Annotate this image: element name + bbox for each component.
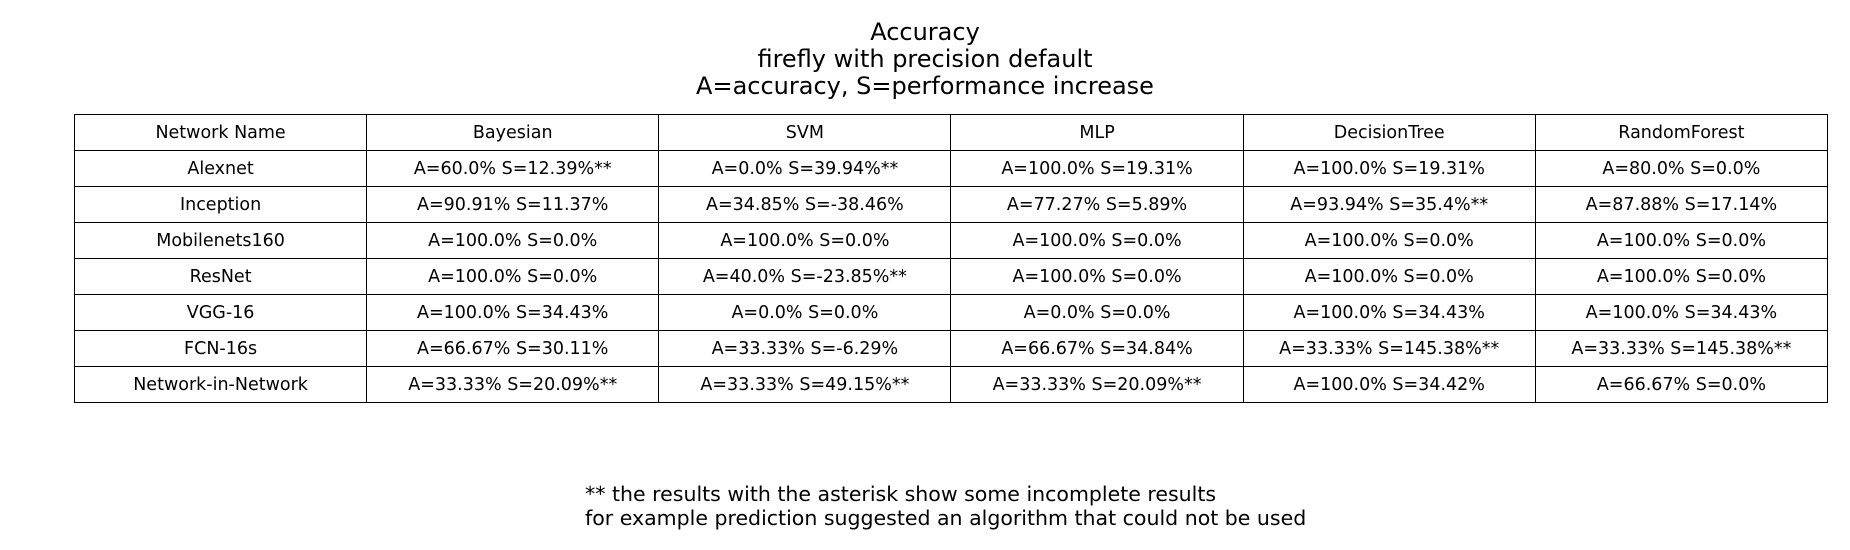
result-cell: A=100.0% S=0.0% <box>1534 222 1829 259</box>
result-cell: A=100.0% S=19.31% <box>1242 150 1536 187</box>
results-table: Network Name Bayesian SVM MLP DecisionTree Ra… <box>73 114 1829 403</box>
result-cell: A=77.27% S=5.89% <box>950 186 1244 223</box>
result-cell: A=60.0% S=12.39%** <box>366 150 660 187</box>
table-row: Alexnet A=60.0% S=12.39%** A=0.0% S=39.94%… <box>73 150 1829 187</box>
result-cell: A=100.0% S=34.42% <box>1242 366 1536 403</box>
result-cell: A=100.0% S=34.43% <box>1242 294 1536 331</box>
result-cell: A=87.88% S=17.14% <box>1534 186 1829 223</box>
result-cell: A=0.0% S=39.94%** <box>658 150 952 187</box>
title-line-legend: A=accuracy, S=performance increase <box>696 72 1154 100</box>
table-header-row: Network Name Bayesian SVM MLP DecisionTree Ra… <box>73 114 1829 151</box>
network-name-cell: Alexnet <box>73 150 368 187</box>
result-cell: A=33.33% S=-6.29% <box>658 330 952 367</box>
network-name-cell: Network-in-Network <box>73 366 368 403</box>
result-cell: A=33.33% S=145.38%** <box>1534 330 1829 367</box>
result-cell: A=33.33% S=145.38%** <box>1242 330 1536 367</box>
title-line-subtitle: firefly with precision default <box>757 45 1093 73</box>
result-cell: A=100.0% S=34.43% <box>366 294 660 331</box>
table-row: Network-in-Network A=33.33% S=20.09%** A=3… <box>73 366 1829 403</box>
table-row: Inception A=90.91% S=11.37% A=34.85% S=-38… <box>73 186 1829 223</box>
result-cell: A=100.0% S=0.0% <box>950 222 1244 259</box>
result-cell: A=66.67% S=0.0% <box>1534 366 1829 403</box>
result-cell: A=100.0% S=0.0% <box>1242 222 1536 259</box>
network-name-cell: Inception <box>73 186 368 223</box>
result-cell: A=100.0% S=0.0% <box>366 222 660 259</box>
result-cell: A=34.85% S=-38.46% <box>658 186 952 223</box>
result-cell: A=40.0% S=-23.85%** <box>658 258 952 295</box>
table-row: FCN-16s A=66.67% S=30.11% A=33.33% S=-6.29… <box>73 330 1829 367</box>
result-cell: A=66.67% S=34.84% <box>950 330 1244 367</box>
network-name-cell: FCN-16s <box>73 330 368 367</box>
result-cell: A=33.33% S=49.15%** <box>658 366 952 403</box>
column-header: MLP <box>950 114 1244 151</box>
result-cell: A=0.0% S=0.0% <box>658 294 952 331</box>
result-cell: A=100.0% S=0.0% <box>950 258 1244 295</box>
result-cell: A=100.0% S=0.0% <box>366 258 660 295</box>
network-name-cell: VGG-16 <box>73 294 368 331</box>
result-cell: A=66.67% S=30.11% <box>366 330 660 367</box>
network-name-cell: Mobilenets160 <box>73 222 368 259</box>
result-cell: A=33.33% S=20.09%** <box>366 366 660 403</box>
chart-title: Accuracy firefly with precision default … <box>0 19 1850 100</box>
title-line-accuracy: Accuracy <box>870 18 980 46</box>
result-cell: A=0.0% S=0.0% <box>950 294 1244 331</box>
results-table-body: Network Name Bayesian SVM MLP DecisionTree Ra… <box>73 114 1829 403</box>
table-row: VGG-16 A=100.0% S=34.43% A=0.0% S=0.0% A=0.… <box>73 294 1829 331</box>
result-cell: A=80.0% S=0.0% <box>1534 150 1829 187</box>
column-header: RandomForest <box>1534 114 1829 151</box>
column-header: SVM <box>658 114 952 151</box>
result-cell: A=90.91% S=11.37% <box>366 186 660 223</box>
column-header: Network Name <box>73 114 368 151</box>
footnote-line-1: ** the results with the asterisk show so… <box>585 482 1217 506</box>
result-cell: A=100.0% S=0.0% <box>658 222 952 259</box>
footnote-line-2: for example prediction suggested an algo… <box>585 506 1307 530</box>
result-cell: A=100.0% S=0.0% <box>1242 258 1536 295</box>
result-cell: A=93.94% S=35.4%** <box>1242 186 1536 223</box>
result-cell: A=33.33% S=20.09%** <box>950 366 1244 403</box>
table-row: Mobilenets160 A=100.0% S=0.0% A=100.0% S=0… <box>73 222 1829 259</box>
footnote: ** the results with the asterisk show so… <box>585 482 1306 530</box>
table-row: ResNet A=100.0% S=0.0% A=40.0% S=-23.85%**… <box>73 258 1829 295</box>
result-cell: A=100.0% S=34.43% <box>1534 294 1829 331</box>
column-header: DecisionTree <box>1242 114 1536 151</box>
result-cell: A=100.0% S=0.0% <box>1534 258 1829 295</box>
network-name-cell: ResNet <box>73 258 368 295</box>
column-header: Bayesian <box>366 114 660 151</box>
result-cell: A=100.0% S=19.31% <box>950 150 1244 187</box>
